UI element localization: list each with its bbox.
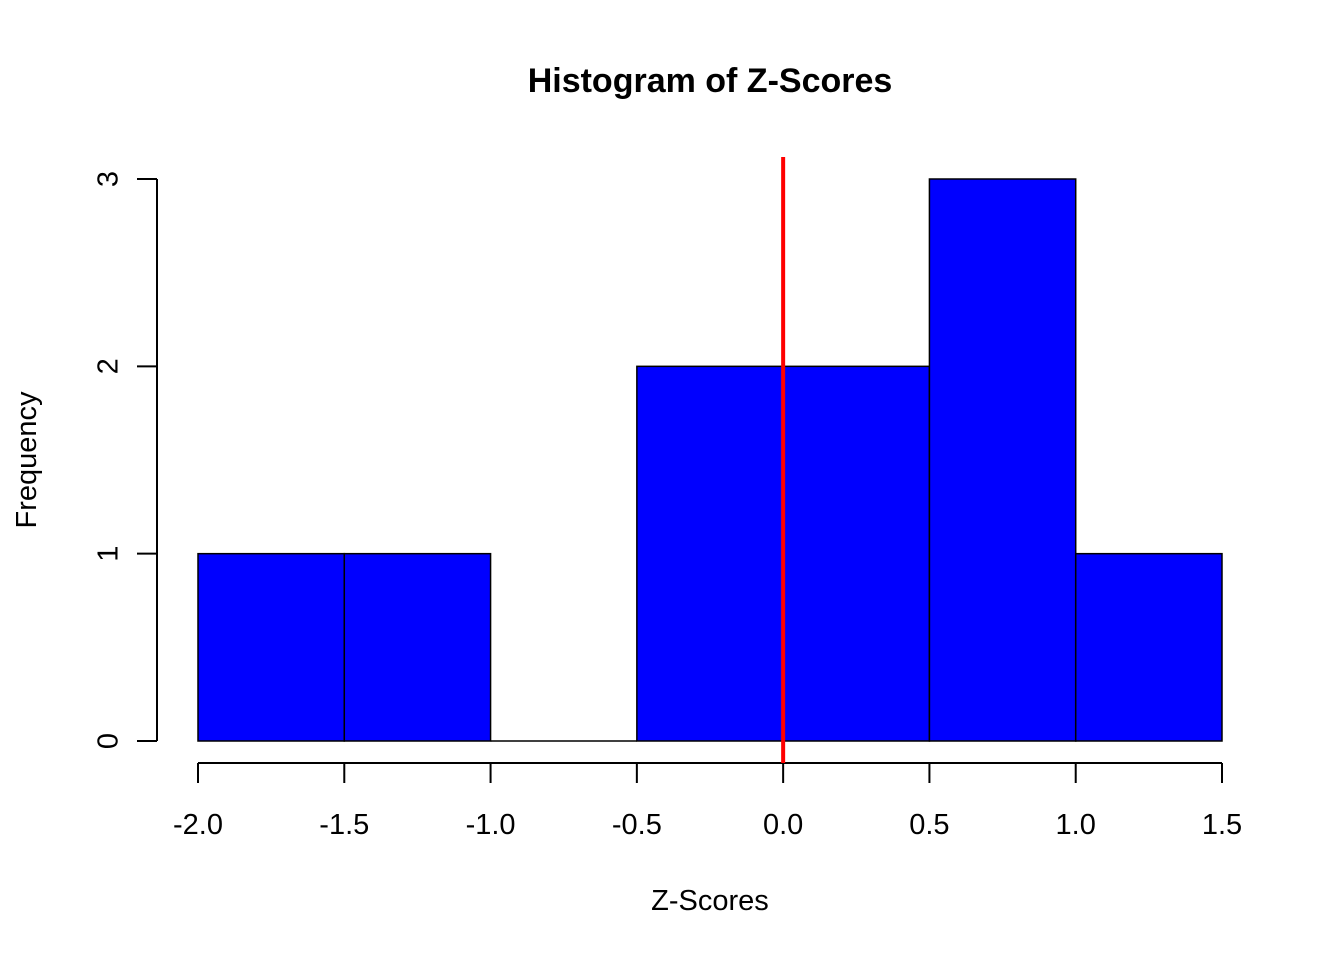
histogram-bar xyxy=(636,365,784,742)
x-tick-label: -1.0 xyxy=(466,809,516,841)
x-tick-label: 0.5 xyxy=(909,809,949,841)
y-tick-label: 1 xyxy=(93,546,125,562)
x-tick-label: -2.0 xyxy=(173,809,223,841)
x-tick-label: -1.5 xyxy=(319,809,369,841)
y-tick-label: 3 xyxy=(93,171,125,187)
x-axis: -2.0 -1.5 -1.0 -0.5 0.0 0.5 1.0 1.5 xyxy=(173,762,1242,841)
y-axis: 0 1 2 3 xyxy=(93,171,158,749)
y-axis-label: Frequency xyxy=(11,391,43,529)
histogram-bars xyxy=(197,178,1223,742)
y-tick-label: 0 xyxy=(93,733,125,749)
x-tick-label: -0.5 xyxy=(612,809,662,841)
x-tick-label: 0.0 xyxy=(763,809,803,841)
histogram-bar xyxy=(343,552,492,742)
histogram-bar xyxy=(782,365,931,742)
x-tick-label: 1.5 xyxy=(1202,809,1242,841)
histogram-bar xyxy=(197,552,346,742)
chart-title: Histogram of Z-Scores xyxy=(528,62,893,100)
x-tick-label: 1.0 xyxy=(1056,809,1096,841)
histogram-bar xyxy=(1074,552,1223,742)
y-tick-label: 2 xyxy=(93,358,125,374)
histogram-bar xyxy=(928,178,1077,742)
x-axis-label: Z-Scores xyxy=(651,885,769,917)
